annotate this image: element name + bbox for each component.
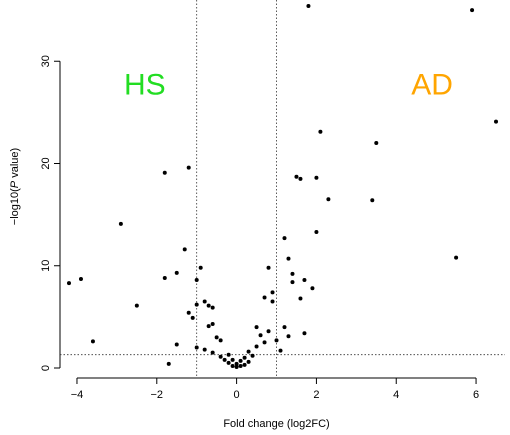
- data-point: [210, 350, 215, 355]
- data-point: [290, 280, 295, 285]
- data-point: [286, 334, 291, 339]
- threshold-lines: [60, 0, 505, 378]
- data-point: [290, 271, 295, 276]
- y-tick-label: 20: [40, 157, 52, 169]
- x-axis-title: Fold change (log2FC): [223, 418, 329, 430]
- data-point: [206, 303, 211, 308]
- plot-frame: [59, 61, 477, 379]
- y-axis-title-prefix: −log10(: [9, 188, 21, 225]
- data-point: [238, 358, 243, 363]
- data-point: [262, 340, 267, 345]
- data-point: [78, 277, 83, 282]
- data-point: [66, 281, 71, 286]
- data-point: [254, 325, 259, 330]
- data-point: [234, 364, 239, 369]
- data-point: [90, 339, 95, 344]
- data-point: [214, 335, 219, 340]
- data-point: [174, 342, 179, 347]
- data-point: [226, 352, 231, 357]
- data-point: [314, 230, 319, 235]
- data-point: [118, 221, 123, 226]
- data-point: [202, 299, 207, 304]
- data-point: [190, 315, 195, 320]
- data-point: [282, 325, 287, 330]
- data-point: [210, 305, 215, 310]
- data-point: [162, 276, 167, 281]
- data-point: [278, 348, 283, 353]
- data-point: [270, 299, 275, 304]
- data-point: [242, 362, 247, 367]
- data-point: [234, 361, 239, 366]
- data-point: [266, 329, 271, 334]
- data-point: [242, 355, 247, 360]
- data-point: [306, 4, 311, 9]
- data-point: [218, 354, 223, 359]
- y-axis-title: −log10(P value): [9, 148, 21, 225]
- data-point: [222, 357, 227, 362]
- x-tick-label: 4: [393, 389, 399, 401]
- data-point: [194, 278, 199, 283]
- data-point: [302, 278, 307, 283]
- group-annotations: HS AD: [124, 69, 453, 102]
- data-point: [198, 265, 203, 270]
- data-point: [262, 295, 267, 300]
- data-point: [194, 345, 199, 350]
- y-axis-ticks: 0 10 20 30: [40, 55, 60, 371]
- data-point: [238, 363, 243, 368]
- data-point: [374, 141, 379, 146]
- data-point: [186, 165, 191, 170]
- data-point: [254, 344, 259, 349]
- data-point: [230, 357, 235, 362]
- data-point: [186, 310, 191, 315]
- data-point: [294, 174, 299, 179]
- y-axis-title-italic: P: [9, 180, 21, 188]
- x-tick-label: 0: [234, 389, 240, 401]
- data-point: [298, 176, 303, 181]
- data-point: [318, 129, 323, 134]
- data-point: [314, 175, 319, 180]
- x-tick-label: 6: [473, 389, 479, 401]
- data-point: [230, 363, 235, 368]
- data-point: [298, 296, 303, 301]
- data-point: [182, 247, 187, 252]
- data-point: [258, 333, 263, 338]
- data-point: [494, 119, 499, 124]
- data-point: [134, 303, 139, 308]
- y-tick-label: 0: [40, 365, 52, 371]
- data-point: [162, 170, 167, 175]
- data-point: [326, 197, 331, 202]
- data-point: [282, 236, 287, 241]
- data-point: [202, 347, 207, 352]
- x-tick-label: −4: [71, 389, 84, 401]
- x-tick-label: 2: [313, 389, 319, 401]
- data-point: [370, 198, 375, 203]
- group-label-hs: HS: [124, 69, 166, 102]
- group-label-ad: AD: [411, 69, 453, 102]
- data-point: [174, 270, 179, 275]
- data-point: [226, 360, 231, 365]
- data-point: [166, 361, 171, 366]
- data-point: [302, 331, 307, 336]
- data-point: [270, 290, 275, 295]
- data-point: [286, 256, 291, 261]
- y-tick-label: 30: [40, 55, 52, 67]
- data-point: [206, 324, 211, 329]
- data-point: [274, 338, 279, 343]
- y-tick-label: 10: [40, 260, 52, 272]
- x-axis-ticks: −4 −2 0 2 4 6: [71, 378, 479, 401]
- data-point: [250, 353, 255, 358]
- data-point: [218, 338, 223, 343]
- data-point: [454, 255, 459, 260]
- data-point: [470, 8, 475, 13]
- x-tick-label: −2: [151, 389, 164, 401]
- data-point: [246, 349, 251, 354]
- data-point: [310, 286, 315, 291]
- data-point: [246, 359, 251, 364]
- data-points: [66, 4, 499, 369]
- y-axis-title-suffix: value): [9, 148, 21, 181]
- data-point: [194, 302, 199, 307]
- data-point: [210, 322, 215, 327]
- data-point: [266, 265, 271, 270]
